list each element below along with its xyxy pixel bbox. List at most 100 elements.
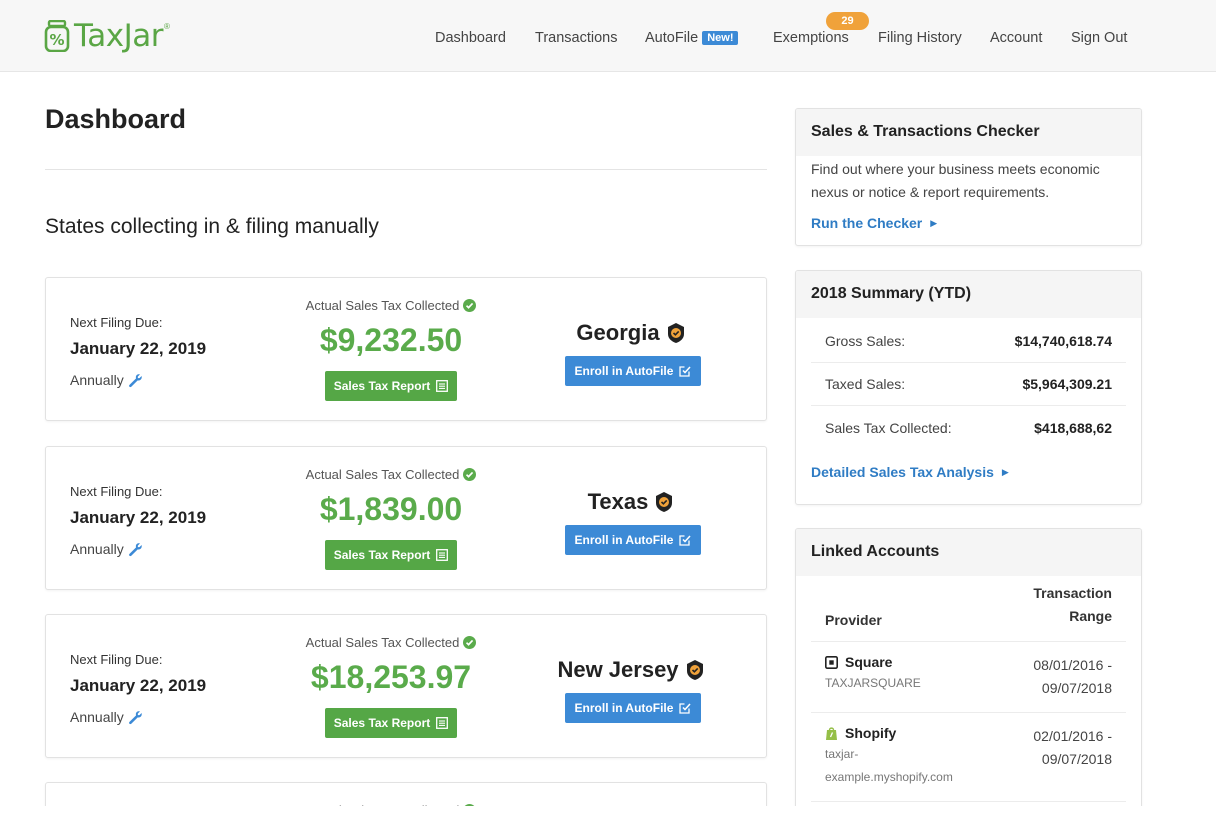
provider-name: Shopify: [825, 725, 953, 741]
state-name-text: New Jersey: [557, 657, 679, 682]
wrench-icon[interactable]: [128, 542, 143, 557]
transaction-range: 08/01/2016 - 09/07/2018: [1033, 654, 1112, 700]
linked-accounts-panel: Linked Accounts Provider Transaction Rang…: [795, 528, 1142, 814]
summary-title: 2018 Summary (YTD): [796, 271, 1141, 318]
linked-row-square[interactable]: Square TAXJARSQUARE 08/01/2016 - 09/07/20…: [811, 642, 1126, 713]
wrench-icon[interactable]: [128, 710, 143, 725]
provider-account: taxjar-example.myshopify.com: [825, 743, 953, 789]
state-name: Georgia: [526, 320, 736, 346]
next-filing-date: January 22, 2019: [70, 508, 207, 527]
collected-label-text: Actual Sales Tax Collected: [305, 635, 460, 650]
report-icon: [436, 380, 449, 392]
summary-panel: 2018 Summary (YTD) Gross Sales: $14,740,6…: [795, 270, 1142, 505]
sales-tax-report-button[interactable]: Sales Tax Report: [325, 708, 457, 738]
summary-row-collected: Sales Tax Collected: $418,688,62: [811, 406, 1126, 449]
nav-account[interactable]: Account: [990, 30, 1043, 46]
tax-collected-amount: $18,253.97: [310, 659, 472, 695]
state-name: Texas: [526, 489, 736, 515]
top-nav: % TaxJar ® Dashboard Transactions AutoFi…: [0, 0, 1216, 72]
edit-check-icon: [679, 703, 691, 714]
exemptions-count-badge: 29: [826, 12, 869, 30]
shield-badge-icon: [667, 323, 684, 343]
next-filing-label: Next Filing Due:: [70, 484, 163, 499]
summary-value: $14,740,618.74: [1014, 333, 1112, 349]
nav-transactions[interactable]: Transactions: [535, 30, 618, 46]
page-fold-right: [790, 806, 1216, 814]
linked-row-shopify[interactable]: Shopify taxjar-example.myshopify.com 02/…: [811, 713, 1126, 802]
next-filing-label: Next Filing Due:: [70, 652, 163, 667]
sales-tax-report-label: Sales Tax Report: [333, 716, 431, 730]
new-badge: New!: [702, 31, 739, 45]
summary-label: Taxed Sales:: [825, 376, 906, 392]
square-logo-icon: [825, 655, 838, 669]
page-title: Dashboard: [45, 104, 187, 134]
range-end: 09/07/2018: [1041, 680, 1112, 696]
col-range-line-1: Transaction: [1033, 585, 1112, 601]
range-end: 09/07/2018: [1041, 751, 1112, 767]
section-title: States collecting in & filing manually: [45, 215, 379, 238]
report-icon: [436, 717, 449, 729]
next-filing-date: January 22, 2019: [70, 339, 207, 358]
filing-frequency: Annually: [70, 709, 143, 725]
triangle-right-icon: ▶: [930, 217, 938, 228]
check-circle-icon: [463, 468, 477, 481]
summary-value: $418,688,62: [1034, 419, 1112, 436]
summary-label: Gross Sales:: [825, 333, 906, 349]
state-name-text: Texas: [587, 489, 649, 514]
filing-frequency: Annually: [70, 541, 143, 557]
edit-check-icon: [679, 535, 691, 546]
enroll-autofile-label: Enroll in AutoFile: [574, 364, 674, 378]
col-provider: Provider: [825, 612, 882, 628]
nav-autofile-label: AutoFile: [645, 30, 699, 46]
provider-name-text: Shopify: [845, 725, 897, 741]
sales-tax-report-button[interactable]: Sales Tax Report: [325, 371, 457, 401]
run-checker-link[interactable]: Run the Checker ▶: [811, 215, 1126, 231]
report-icon: [436, 549, 449, 561]
enroll-autofile-label: Enroll in AutoFile: [574, 533, 674, 547]
col-transaction-range: Transaction Range: [1033, 582, 1112, 628]
transaction-range: 02/01/2016 - 09/07/2018: [1033, 725, 1112, 789]
taxjar-logo[interactable]: % TaxJar ®: [44, 18, 170, 54]
sales-tax-report-label: Sales Tax Report: [333, 548, 431, 562]
provider-account-line-2: example.myshopify.com: [825, 770, 953, 784]
col-range-line-2: Range: [1069, 608, 1112, 624]
state-name: New Jersey: [526, 657, 736, 683]
filing-frequency-label: Annually: [70, 709, 124, 725]
logo-text: TaxJar: [74, 18, 164, 54]
collected-label-text: Actual Sales Tax Collected: [305, 467, 460, 482]
jar-icon: %: [44, 20, 70, 52]
state-name-text: Georgia: [576, 320, 660, 345]
collected-label: Actual Sales Tax Collected: [246, 635, 536, 650]
state-card-new-jersey: Next Filing Due: January 22, 2019 Annual…: [45, 614, 767, 758]
linked-accounts-header: Provider Transaction Range: [811, 576, 1126, 642]
logo-trademark: ®: [164, 22, 170, 31]
wrench-icon[interactable]: [128, 373, 143, 388]
nav-filing-history[interactable]: Filing History: [878, 30, 962, 46]
nav-exemptions[interactable]: Exemptions: [773, 30, 849, 46]
provider-name-text: Square: [845, 654, 893, 670]
nav-sign-out[interactable]: Sign Out: [1071, 30, 1128, 46]
edit-check-icon: [679, 366, 691, 377]
triangle-right-icon: ▶: [1001, 466, 1009, 477]
enroll-autofile-button[interactable]: Enroll in AutoFile: [565, 356, 701, 386]
provider-account-line-1: taxjar-: [825, 747, 859, 761]
collected-label: Actual Sales Tax Collected: [246, 467, 536, 482]
sales-tax-report-button[interactable]: Sales Tax Report: [325, 540, 457, 570]
summary-row-gross: Gross Sales: $14,740,618.74: [811, 320, 1126, 363]
tax-collected-amount: $1,839.00: [319, 491, 463, 527]
shield-badge-icon: [686, 660, 703, 680]
detailed-analysis-label: Detailed Sales Tax Analysis: [811, 464, 994, 480]
linked-accounts-title: Linked Accounts: [796, 529, 1141, 576]
detailed-analysis-link[interactable]: Detailed Sales Tax Analysis ▶: [811, 464, 1126, 480]
check-circle-icon: [463, 636, 477, 649]
nav-autofile[interactable]: AutoFile New!: [645, 30, 739, 46]
nav-dashboard[interactable]: Dashboard: [435, 30, 506, 46]
enroll-autofile-button[interactable]: Enroll in AutoFile: [565, 693, 701, 723]
provider-name: Square: [825, 654, 921, 670]
tax-collected-amount: $9,232.50: [319, 322, 463, 358]
enroll-autofile-button[interactable]: Enroll in AutoFile: [565, 525, 701, 555]
shield-badge-icon: [656, 492, 673, 512]
enroll-autofile-label: Enroll in AutoFile: [574, 701, 674, 715]
shopify-bag-icon: [826, 726, 837, 740]
checker-title: Sales & Transactions Checker: [796, 109, 1141, 156]
